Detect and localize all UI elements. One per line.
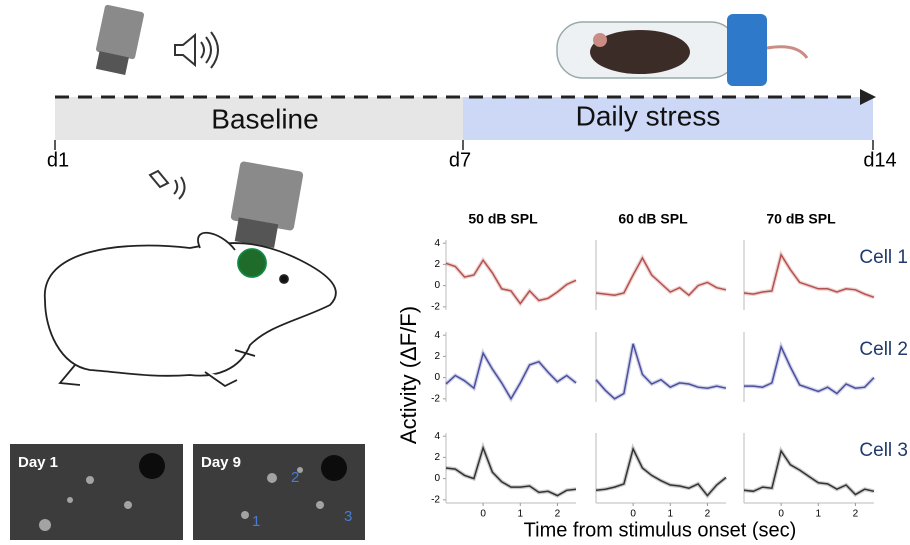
trace-band	[444, 348, 578, 403]
vessel	[321, 455, 347, 481]
speaker-icon	[174, 31, 219, 69]
stress-phase	[463, 97, 873, 140]
vessel	[139, 453, 165, 479]
baseline-phase	[55, 97, 463, 140]
row-label: Cell 3	[859, 440, 908, 461]
image-label: Day 1	[18, 454, 58, 471]
x-tick-label: 1	[518, 509, 524, 520]
objective-icon	[95, 4, 144, 76]
trace-band	[594, 343, 727, 402]
y-tick-label: 4	[434, 330, 440, 341]
day-label: d7	[449, 149, 471, 171]
trace	[595, 446, 727, 497]
row-label: Cell 2	[859, 339, 908, 360]
trace	[744, 344, 875, 395]
cell-label: 3	[344, 508, 352, 525]
trace	[445, 445, 577, 497]
trace-band	[595, 443, 728, 499]
cell-label: 1	[252, 513, 260, 530]
trace	[595, 343, 727, 400]
x-tick-label: 0	[480, 509, 486, 520]
y-tick-label: 4	[434, 238, 440, 249]
y-tick-label: 4	[434, 431, 440, 442]
day-ticks	[54, 140, 874, 150]
restraint-tube	[556, 14, 809, 86]
y-tick-label: 0	[434, 372, 440, 383]
x-tick-label: 1	[668, 509, 674, 520]
column-title: 50 dB SPL	[468, 211, 538, 227]
y-tick-label: -2	[431, 393, 440, 404]
row-label: Cell 1	[859, 247, 908, 268]
y-tick-label: 0	[434, 280, 440, 291]
arrow-head	[860, 89, 876, 105]
day-label: d14	[863, 149, 896, 171]
column-title: 60 dB SPL	[618, 211, 688, 227]
x-tick-label: 1	[816, 509, 822, 520]
objective-icon	[230, 161, 304, 249]
trace	[743, 252, 875, 299]
speaker-icon	[148, 169, 186, 200]
x-axis-label: Time from stimulus onset (sec)	[524, 519, 797, 540]
x-tick-label: 2	[555, 509, 561, 520]
y-tick-label: -2	[431, 301, 440, 312]
x-tick-label: 0	[778, 509, 784, 520]
y-tick-label: 0	[434, 473, 440, 484]
day-label: d1	[47, 149, 69, 171]
trace-band	[595, 253, 727, 298]
trace-band	[445, 441, 577, 498]
y-tick-label: 2	[434, 259, 440, 270]
y-tick-label: 2	[434, 351, 440, 362]
column-title: 70 dB SPL	[766, 211, 836, 227]
x-tick-label: 0	[630, 509, 636, 520]
trace	[595, 256, 727, 297]
trace	[445, 258, 577, 305]
mouse-illustration	[44, 231, 337, 388]
trace-band	[743, 446, 875, 498]
trace	[445, 351, 577, 401]
phase-label: Baseline	[211, 103, 318, 134]
cell-spots	[39, 467, 324, 531]
trace	[743, 449, 875, 496]
image-label: Day 9	[201, 454, 241, 471]
y-tick-label: 2	[434, 452, 440, 463]
trace-band	[743, 249, 875, 300]
cell-label: 2	[291, 469, 299, 486]
y-axis-label: Activity (ΔF/F)	[396, 306, 421, 444]
phase-label: Daily stress	[576, 100, 721, 131]
y-tick-label: -2	[431, 494, 440, 505]
x-tick-label: 2	[705, 509, 711, 520]
x-tick-label: 2	[853, 509, 859, 520]
trace-band	[445, 256, 577, 307]
